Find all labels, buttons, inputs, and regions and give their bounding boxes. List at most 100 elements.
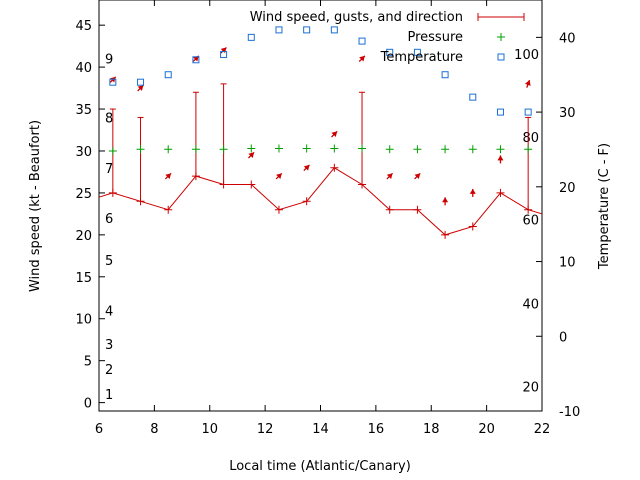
x-tick-label: 20 xyxy=(478,422,495,437)
wind-direction-arrowhead xyxy=(497,155,504,161)
y2-tick-label: 40 xyxy=(559,31,576,46)
wind-direction-arrowhead xyxy=(303,164,310,171)
y-tick-label: 45 xyxy=(75,19,92,34)
plot-frame xyxy=(98,0,543,412)
y-axis-label: Wind speed (kt - Beaufort) xyxy=(28,120,43,292)
beaufort-label: 2 xyxy=(105,363,113,378)
pressure-point xyxy=(385,145,394,154)
x-tick-label: 10 xyxy=(201,422,218,437)
x-tick-label: 22 xyxy=(534,422,551,437)
beaufort-label: 6 xyxy=(105,212,113,227)
x-tick-label: 6 xyxy=(95,422,103,437)
wind-speed-point xyxy=(496,188,505,197)
temperature-point xyxy=(275,26,283,34)
pressure-point xyxy=(468,145,477,154)
beaufort-label: 7 xyxy=(105,162,113,177)
wind-direction-arrowhead xyxy=(442,197,449,203)
pressure-point xyxy=(524,145,533,154)
temperature-point xyxy=(109,78,117,86)
wind-direction-arrowhead xyxy=(469,188,476,194)
y-tick-label: 25 xyxy=(75,187,92,202)
legend-pressure-label: Pressure xyxy=(407,30,463,45)
y2-tick-label: 30 xyxy=(559,106,576,121)
legend-pressure-marker xyxy=(497,33,505,41)
wind-direction-arrowhead xyxy=(386,173,393,179)
wind-speed-point xyxy=(468,222,477,231)
legend: Wind speed, gusts, and direction Pressur… xyxy=(250,10,525,65)
y2-axis-label: Temperature (C - F) xyxy=(597,143,612,270)
fahrenheit-label: 80 xyxy=(522,131,539,146)
pressure-point xyxy=(413,145,422,154)
pressure-point xyxy=(358,144,367,153)
pressure-point xyxy=(164,145,173,154)
legend-wind-label: Wind speed, gusts, and direction xyxy=(250,10,463,25)
fahrenheit-label: 20 xyxy=(522,380,539,395)
y2-tick-label: 10 xyxy=(559,256,576,271)
y-tick-label: 5 xyxy=(84,355,92,370)
x-tick-label: 14 xyxy=(312,422,329,437)
pressure-point xyxy=(247,144,256,153)
temperature-point xyxy=(441,71,449,79)
fahrenheit-label: 100 xyxy=(514,48,539,63)
pressure-point xyxy=(136,145,145,154)
temperature-point xyxy=(303,26,311,34)
beaufort-label: 5 xyxy=(105,254,113,269)
wind-direction-arrowhead xyxy=(276,173,282,179)
pressure-point xyxy=(330,144,339,153)
beaufort-label: 3 xyxy=(105,338,113,353)
fahrenheit-label: 40 xyxy=(522,297,539,312)
wind-direction-arrowhead xyxy=(137,85,144,91)
y-tick-label: 0 xyxy=(84,397,92,412)
wind-direction-arrowhead xyxy=(248,152,255,159)
scale-labels: 1 2 3 4 5 6 7 8 9 20 40 60 80 100 xyxy=(105,48,539,403)
y2-tick-label: 0 xyxy=(559,330,567,345)
pressure-series xyxy=(108,144,533,155)
pressure-point xyxy=(441,145,450,154)
y-tick-label: 10 xyxy=(75,313,92,328)
y-tick-label: 30 xyxy=(75,145,92,160)
x-tick-label: 18 xyxy=(423,422,440,437)
wind-speed-point xyxy=(274,205,283,214)
temperature-point xyxy=(247,33,255,41)
legend-temperature-label: Temperature xyxy=(380,50,463,65)
fahrenheit-label: 60 xyxy=(522,214,539,229)
y2-tick-label: -10 xyxy=(559,405,580,420)
beaufort-label: 9 xyxy=(105,53,113,68)
wind-direction-arrowhead xyxy=(193,55,199,62)
pressure-point xyxy=(496,145,505,154)
beaufort-label: 8 xyxy=(105,111,113,126)
x-tick-label: 8 xyxy=(150,422,158,437)
pressure-point xyxy=(108,146,117,155)
wind-series xyxy=(99,47,542,239)
y2-tick-label: 20 xyxy=(559,181,576,196)
wind-speed-point xyxy=(302,197,311,206)
temperature-point xyxy=(164,71,172,79)
wind-direction-arrowhead xyxy=(524,80,531,86)
wind-speed-line xyxy=(99,167,542,236)
pressure-point xyxy=(191,145,200,154)
x-tick-label: 12 xyxy=(257,422,274,437)
temperature-point xyxy=(469,93,477,101)
temperature-point xyxy=(137,78,145,86)
beaufort-label: 4 xyxy=(105,304,113,319)
wind-speed-point xyxy=(413,205,422,214)
wind-direction-arrowhead xyxy=(414,173,421,179)
legend-temperature-marker xyxy=(497,53,505,61)
temperature-point xyxy=(413,48,421,56)
beaufort-label: 1 xyxy=(105,388,113,403)
pressure-point xyxy=(219,145,228,154)
y-tick-label: 40 xyxy=(75,61,92,76)
x-axis-label: Local time (Atlantic/Canary) xyxy=(229,459,411,474)
wind-direction-arrowhead xyxy=(359,55,365,62)
temperature-point xyxy=(220,51,228,59)
temperature-point xyxy=(330,26,338,34)
y-tick-label: 20 xyxy=(75,229,92,244)
temperature-point xyxy=(496,108,504,116)
x-tick-label: 16 xyxy=(368,422,385,437)
temperature-point xyxy=(524,108,532,116)
pressure-point xyxy=(274,144,283,153)
wind-direction-arrowhead xyxy=(165,173,172,179)
temperature-point xyxy=(358,37,366,45)
axis-ticks: 6 8 10 12 14 16 18 20 22051015202530354045-10010… xyxy=(75,0,580,437)
pressure-point xyxy=(302,144,311,153)
